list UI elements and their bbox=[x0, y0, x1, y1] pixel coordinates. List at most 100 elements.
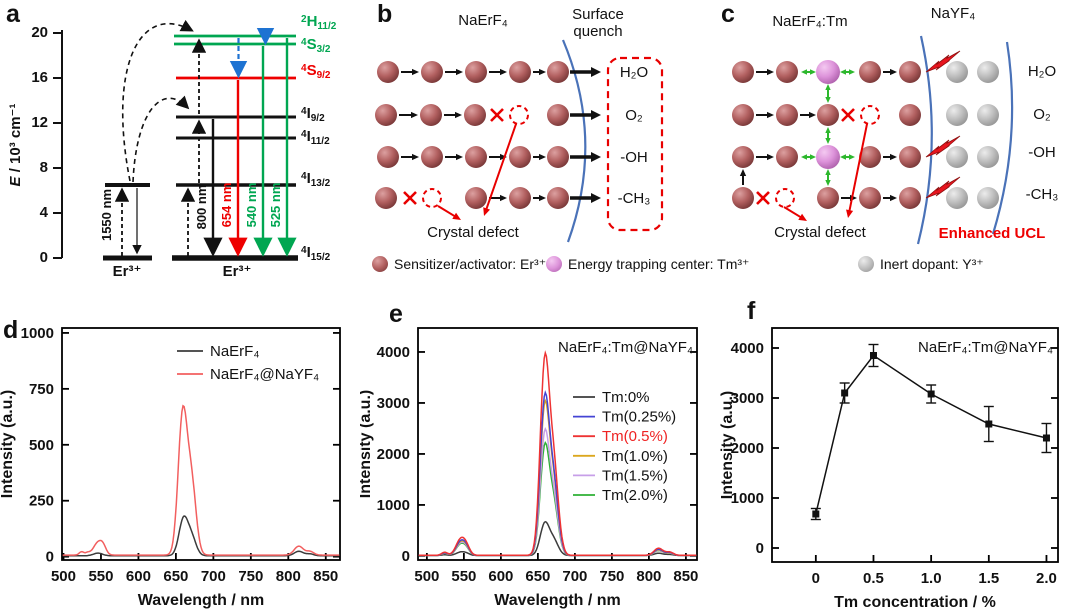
svg-text:1000: 1000 bbox=[731, 490, 764, 507]
y-axis-label-e: E bbox=[7, 176, 24, 187]
panel-letter-f: f bbox=[747, 297, 756, 325]
panel-letter-e: e bbox=[389, 300, 403, 328]
svg-text:700: 700 bbox=[562, 568, 587, 585]
svg-text:NaErF₄:Tm@NaYF₄: NaErF₄:Tm@NaYF₄ bbox=[918, 339, 1053, 356]
level-4I11/2: 4I11/2 bbox=[301, 128, 330, 148]
svg-text:3000: 3000 bbox=[377, 395, 410, 412]
svg-text:850: 850 bbox=[673, 568, 698, 585]
level-4I9/2: 4I9/2 bbox=[301, 105, 325, 125]
y-tick-20: 20 bbox=[31, 24, 48, 41]
spectrum-chart-tm-series: 500 550 600 650 700 750 800 850 0 1000 2000 3000 400… bbox=[357, 327, 698, 609]
svg-text:NaErF₄@NaYF₄: NaErF₄@NaYF₄ bbox=[210, 366, 319, 383]
svg-text:Wavelength / nm: Wavelength / nm bbox=[494, 592, 621, 609]
shell-label: NaYF₄ bbox=[930, 5, 976, 22]
quencher-ch3-c: -CH₃ bbox=[1025, 186, 1059, 203]
svg-text:750: 750 bbox=[238, 568, 263, 585]
legend-sensitizer-label: Sensitizer/activator: Er³⁺ bbox=[394, 255, 547, 272]
svg-text:800: 800 bbox=[636, 568, 661, 585]
legend-trapping-label: Energy trapping center: Tm³⁺ bbox=[568, 255, 750, 272]
panel-b-title: NaErF₄ bbox=[458, 12, 508, 29]
svg-text:600: 600 bbox=[488, 568, 513, 585]
svg-text:500: 500 bbox=[414, 568, 439, 585]
svg-text:1000: 1000 bbox=[377, 497, 410, 514]
scatter-series bbox=[810, 343, 1052, 521]
svg-text:750: 750 bbox=[599, 568, 624, 585]
svg-text:NaErF₄: NaErF₄ bbox=[210, 343, 259, 360]
svg-text:2000: 2000 bbox=[731, 440, 764, 457]
spectrum-chart-core: 500 550 600 650 700 750 800 850 0 250 500 750 1000 Wa… bbox=[0, 325, 341, 609]
svg-text:650: 650 bbox=[525, 568, 550, 585]
svg-text:4000: 4000 bbox=[731, 340, 764, 357]
y-sphere-icon bbox=[858, 256, 874, 272]
quencher-o2-c: O₂ bbox=[1033, 106, 1051, 123]
chart-legend: Tm:0% Tm(0.25%) Tm(0.5%) Tm(1.0%) Tm(1.5%) Tm… bbox=[573, 389, 676, 504]
y-tick-16: 16 bbox=[31, 69, 48, 86]
label-1550nm: 1550 nm bbox=[99, 188, 114, 242]
data-point bbox=[927, 390, 935, 398]
svg-text:1.5: 1.5 bbox=[978, 570, 999, 587]
svg-text:750: 750 bbox=[29, 381, 54, 398]
svg-text:700: 700 bbox=[201, 568, 226, 585]
axes: 500 550 600 650 700 750 800 850 0 250 500 750 1000 Wa… bbox=[0, 325, 341, 609]
data-point bbox=[812, 510, 820, 518]
svg-text:550: 550 bbox=[451, 568, 476, 585]
crystal-defect-label-b: Crystal defect bbox=[427, 224, 519, 241]
axes: 0 0.5 1.0 1.5 2.0 0 1000 2000 3000 4000 Tm concent… bbox=[719, 327, 1059, 611]
enhanced-ucl-label: Enhanced UCL bbox=[938, 225, 1046, 242]
concentration-chart: 0 0.5 1.0 1.5 2.0 0 1000 2000 3000 4000 Tm concent… bbox=[719, 327, 1059, 611]
quencher-h2o-c: H₂O bbox=[1027, 63, 1057, 80]
data-point bbox=[985, 420, 993, 428]
relaxation-arrows bbox=[229, 27, 275, 79]
level-4I13/2: 4I13/2 bbox=[301, 170, 331, 190]
svg-text:Tm(0.25%): Tm(0.25%) bbox=[602, 409, 676, 426]
legend-item-trapping: Energy trapping center: Tm³⁺ bbox=[546, 254, 749, 274]
svg-text:600: 600 bbox=[126, 568, 151, 585]
core-only-schematic bbox=[375, 39, 664, 243]
svg-text:2.0: 2.0 bbox=[1036, 570, 1057, 587]
svg-text:Intensity (a.u.): Intensity (a.u.) bbox=[360, 390, 374, 498]
svg-text:Intensity (a.u.): Intensity (a.u.) bbox=[0, 390, 16, 498]
label-525nm: 525 nm bbox=[268, 182, 283, 228]
axes: 500 550 600 650 700 750 800 850 0 1000 2000 3000 400… bbox=[357, 327, 698, 609]
lattice-c bbox=[732, 35, 1014, 245]
svg-text:NaErF₄:Tm@NaYF₄: NaErF₄:Tm@NaYF₄ bbox=[558, 339, 693, 356]
legend-item-inert: Inert dopant: Y³⁺ bbox=[858, 254, 984, 274]
panel-letter-d: d bbox=[3, 316, 19, 344]
svg-text:800: 800 bbox=[276, 568, 301, 585]
data-point bbox=[869, 352, 877, 359]
data-point bbox=[841, 389, 849, 397]
panel-letter-a: a bbox=[6, 0, 20, 28]
er-sphere-icon bbox=[372, 256, 388, 272]
y-tick-4: 4 bbox=[39, 204, 48, 221]
level-4I15/2: 4I15/2 bbox=[301, 244, 331, 264]
energy-level-diagram bbox=[53, 19, 298, 261]
svg-text:500: 500 bbox=[51, 568, 76, 585]
svg-text:Tm(1.0%): Tm(1.0%) bbox=[602, 448, 668, 465]
svg-text:0.5: 0.5 bbox=[863, 570, 884, 587]
energy-transfer-arcs bbox=[121, 19, 194, 183]
ion-label-er-left: Er³⁺ bbox=[112, 263, 142, 280]
surface-quench-label: Surface quench bbox=[572, 6, 624, 40]
panel-c: c NaErF₄:Tm NaYF₄ H₂O O₂ -OH -CH₃ Crysta… bbox=[690, 0, 1080, 250]
label-800nm: 800 nm bbox=[194, 184, 209, 230]
series-line bbox=[62, 404, 340, 556]
y-tick-12: 12 bbox=[31, 114, 48, 131]
svg-text:Tm(0.5%): Tm(0.5%) bbox=[602, 428, 668, 445]
svg-text:850: 850 bbox=[313, 568, 338, 585]
svg-text:3000: 3000 bbox=[731, 390, 764, 407]
svg-text:Tm(1.5%): Tm(1.5%) bbox=[602, 467, 668, 484]
quencher-ch3: -CH₃ bbox=[617, 190, 651, 207]
quencher-oh: -OH bbox=[620, 149, 648, 166]
legend-item-sensitizer: Sensitizer/activator: Er³⁺ bbox=[372, 254, 546, 274]
panel-letter-b: b bbox=[377, 0, 393, 28]
panel-e: e 500 550 600 650 700 750 800 850 0 1000 2000 3000 4… bbox=[357, 295, 720, 612]
chart-legend: NaErF₄ NaErF₄@NaYF₄ bbox=[177, 343, 319, 383]
svg-text:Tm(2.0%): Tm(2.0%) bbox=[602, 487, 668, 504]
svg-text:4000: 4000 bbox=[377, 344, 410, 361]
quencher-h2o: H₂O bbox=[619, 64, 649, 81]
excitation-arrows bbox=[114, 38, 207, 256]
level-2H11/2: 2H11/2 bbox=[301, 13, 337, 33]
svg-text:1.0: 1.0 bbox=[921, 570, 942, 587]
ion-label-er-right: Er³⁺ bbox=[222, 263, 252, 280]
